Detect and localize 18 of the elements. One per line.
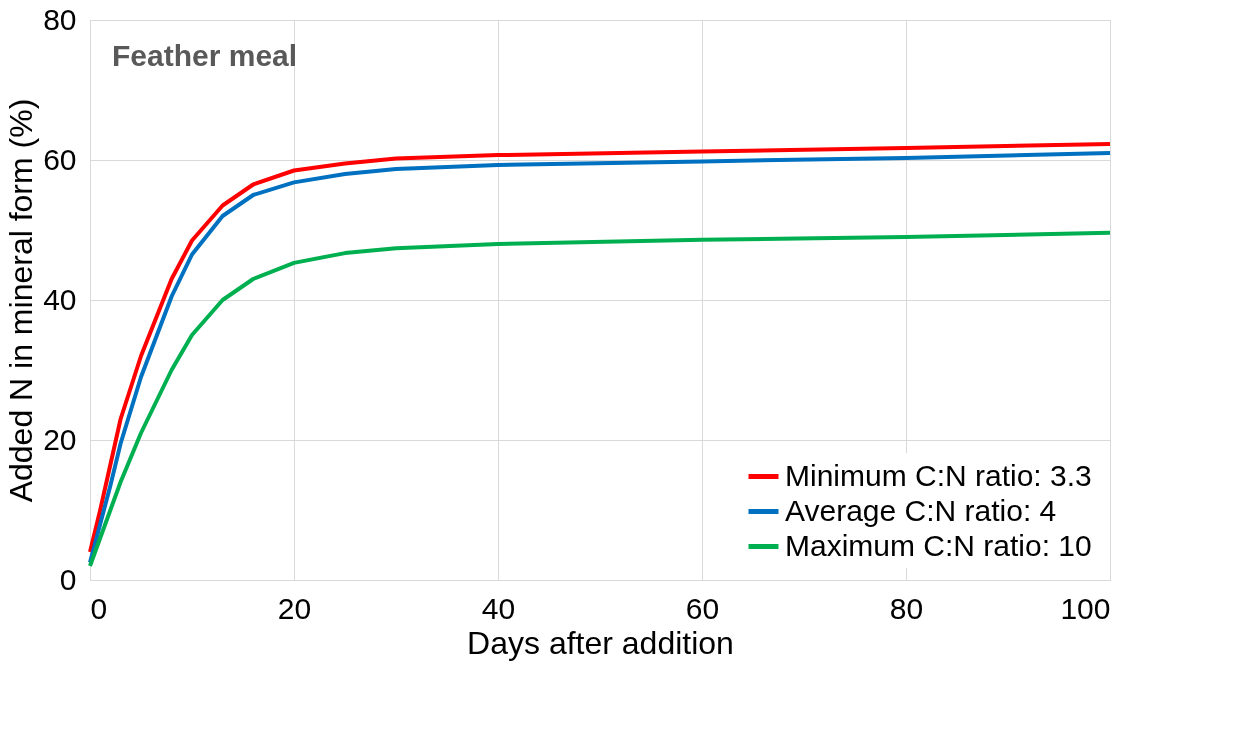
line-series xyxy=(88,230,1112,568)
y-tick-label: 60 xyxy=(43,142,77,176)
annotation: Feather meal xyxy=(112,39,298,72)
x-tick-label: 40 xyxy=(481,591,516,625)
x-tick-label: 80 xyxy=(889,591,924,625)
x-tick-label: 100 xyxy=(1060,591,1111,625)
y-tick-label: 20 xyxy=(43,422,77,456)
y-tick-label: 0 xyxy=(59,562,77,596)
y-tick-label: 80 xyxy=(43,2,77,36)
x-tick-label: 20 xyxy=(277,591,312,625)
legend-label: Maximum C:N ratio: 10 xyxy=(785,528,1092,562)
x-tick-label: 0 xyxy=(90,591,108,625)
y-axis-title: Added N in mineral form (%) xyxy=(3,98,40,503)
legend-label: Average C:N ratio: 4 xyxy=(785,493,1057,527)
y-tick-label: 40 xyxy=(43,282,77,316)
legend-label: Minimum C:N ratio: 3.3 xyxy=(785,458,1092,492)
x-axis-title: Days after addition xyxy=(467,624,734,661)
x-tick-label: 60 xyxy=(685,591,720,625)
